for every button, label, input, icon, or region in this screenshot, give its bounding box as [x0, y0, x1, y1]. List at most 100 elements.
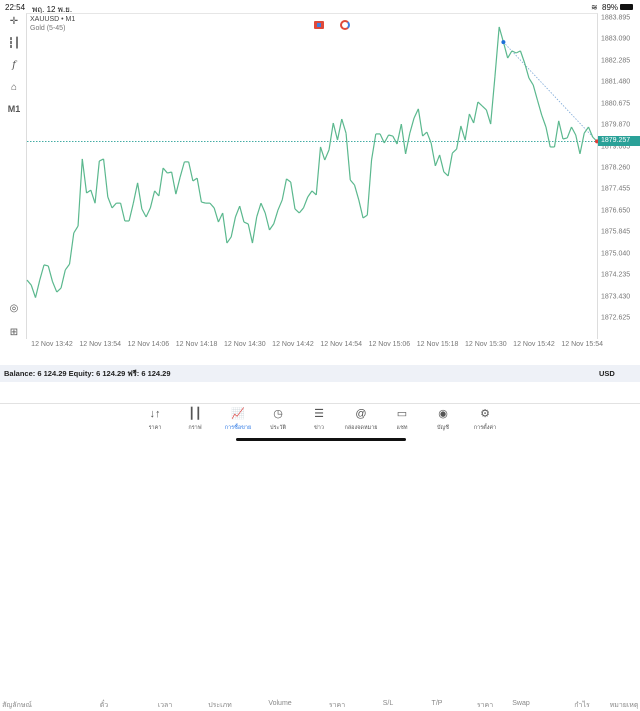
price-line-segment [558, 120, 564, 140]
nav-item[interactable]: ◷ ประวัติ [258, 407, 298, 432]
add-window-icon[interactable]: ⊞ [9, 327, 19, 338]
price-line-segment [107, 196, 113, 209]
col-tp: T/P [431, 700, 443, 707]
nav-item[interactable]: ┃┃ กราฟ [175, 407, 215, 432]
nav-label: การตั้งค่า [473, 425, 497, 431]
price-line-segment [353, 184, 360, 201]
col-type: ประเภท [208, 702, 232, 709]
price-line-segment [128, 202, 134, 222]
nav-icon: @ [355, 408, 367, 420]
price-line-segment [345, 133, 351, 181]
chart-zoom-icon[interactable]: ◎ [9, 303, 19, 314]
price-line-segment [439, 154, 445, 173]
price-chart [26, 26, 599, 298]
price-line-segment [99, 158, 104, 162]
y-tick-label: 1877.455 [601, 185, 631, 193]
nav-item[interactable]: ⚙ การตั้งค่า [465, 407, 505, 432]
price-line-segment [137, 182, 143, 210]
price-line-segment [460, 125, 466, 141]
price-line-segment [30, 284, 37, 298]
price-line-segment [464, 113, 470, 141]
price-line-segment [209, 202, 215, 209]
price-line-segment [502, 41, 509, 59]
price-line-segment [566, 126, 573, 139]
chart-area[interactable] [26, 13, 598, 339]
indicator-icon[interactable]: f [12, 60, 16, 71]
shapes-icon[interactable]: ⌂ [10, 82, 18, 93]
price-line-segment [545, 126, 551, 148]
col-price: ราคา [476, 702, 494, 709]
nav-icon: ◉ [438, 408, 448, 420]
price-line-segment [311, 190, 317, 196]
chart-symbol: XAUUSD • M1 [30, 16, 76, 23]
price-line-segment [490, 76, 496, 125]
price-line-segment [281, 178, 288, 201]
price-line-segment [273, 209, 279, 225]
nav-label: กล่องจดหมาย [344, 425, 378, 431]
price-line-segment [413, 108, 419, 119]
price-line-segment [34, 279, 41, 298]
col-open-price: ราคา [328, 702, 346, 709]
col-profit: กำไร [574, 702, 590, 709]
status-time: 22:54 [5, 3, 26, 12]
price-line-segment [230, 216, 237, 238]
y-tick-label: 1875.040 [601, 250, 631, 258]
price-line-segment [579, 133, 585, 155]
price-line-segment [519, 50, 526, 64]
price-line-segment [81, 158, 88, 194]
price-line-segment [541, 114, 547, 128]
price-line-segment [524, 62, 530, 79]
price-line-segment [119, 202, 126, 222]
nav-item[interactable]: 📈 การซื้อขาย [218, 407, 258, 432]
price-line-segment [243, 221, 249, 225]
price-line-segment [362, 214, 368, 219]
y-tick-label: 1872.625 [601, 314, 631, 322]
price-line-segment [162, 167, 168, 174]
price-line-segment [86, 189, 92, 194]
battery-icon [620, 4, 633, 10]
x-tick-label: 12 Nov 14:18 [175, 341, 218, 348]
nav-item[interactable]: ☰ ข่าว [299, 407, 339, 432]
price-line-segment [494, 26, 500, 78]
one-click-trading-icon[interactable] [340, 20, 350, 30]
price-line-segment [426, 131, 432, 144]
price-line-segment [404, 133, 411, 155]
nav-item[interactable]: ▭ แชท [382, 407, 422, 432]
account-summary: Balance: 6 124.29 Equity: 6 124.29 ฟรี: … [4, 369, 171, 378]
price-line-segment [171, 171, 177, 195]
y-tick-label: 1875.845 [601, 228, 631, 236]
sell-button-icon[interactable] [314, 21, 324, 29]
account-currency: USD [599, 369, 615, 378]
nav-item[interactable]: ↓↑ ราคา [135, 407, 175, 432]
price-line-segment [341, 118, 347, 134]
price-line-segment [456, 125, 462, 150]
x-tick-label: 12 Nov 14:42 [272, 341, 314, 348]
nav-item[interactable]: @ กล่องจดหมาย [341, 407, 381, 432]
price-line-segment [319, 146, 326, 161]
price-line-segment [64, 263, 71, 271]
price-line-segment [485, 109, 492, 125]
price-line-segment [575, 134, 581, 155]
price-line-segment [562, 137, 568, 140]
price-line-segment [370, 133, 377, 161]
price-line-segment [400, 123, 407, 154]
x-tick-label: 12 Nov 13:54 [79, 341, 122, 348]
nav-icon: ◷ [273, 408, 283, 420]
candlestick-icon[interactable]: ┇┃ [7, 38, 21, 49]
price-line-segment [68, 232, 75, 265]
timeframe-button[interactable]: M1 [7, 104, 21, 114]
price-line-segment [256, 202, 262, 218]
price-line-segment [188, 161, 194, 182]
nav-icon: ↓↑ [149, 408, 161, 420]
price-line-segment [336, 118, 343, 141]
nav-divider [0, 403, 640, 404]
crosshair-icon[interactable]: ✛ [9, 16, 19, 27]
home-indicator [236, 438, 406, 441]
price-line-segment [570, 126, 577, 136]
price-line-segment [511, 50, 517, 54]
nav-item[interactable]: ◉ บัญชี [423, 407, 463, 432]
price-line-segment [39, 264, 45, 281]
price-line-segment [167, 171, 172, 174]
price-line-segment [60, 269, 66, 289]
price-line-segment [145, 207, 151, 218]
